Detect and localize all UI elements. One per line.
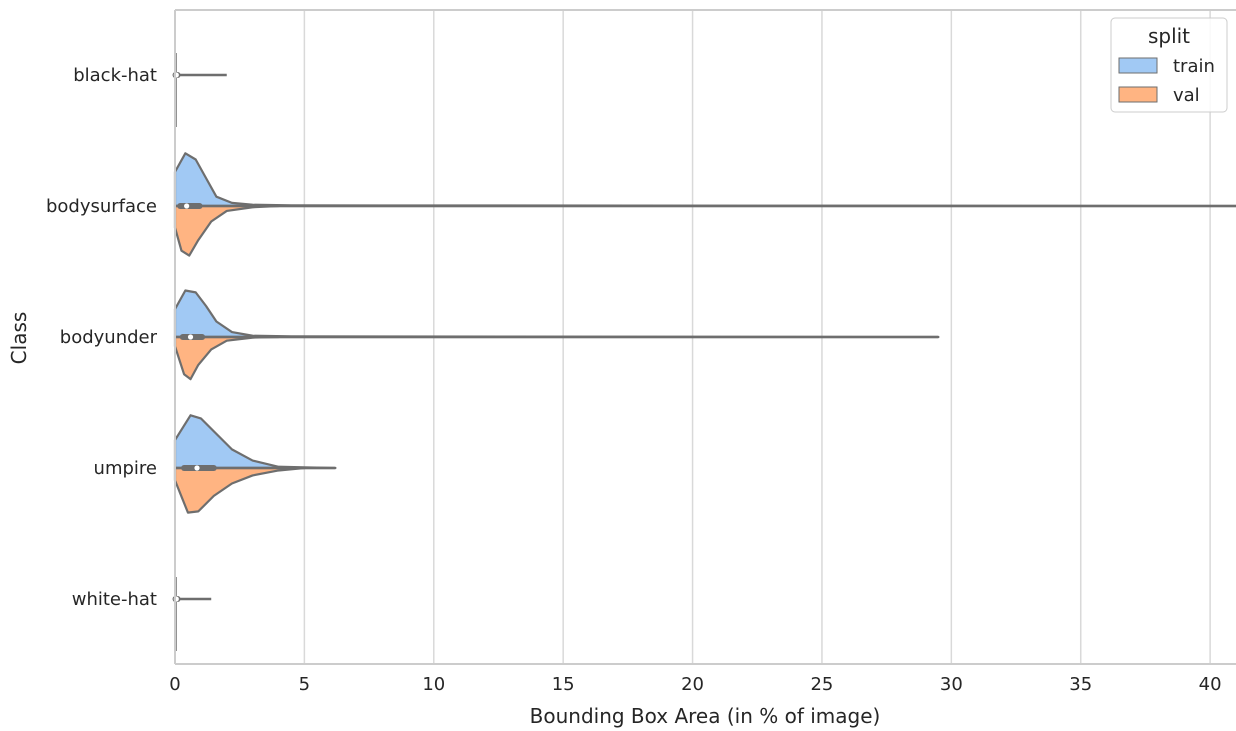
x-tick-label-10: 10 <box>422 674 445 695</box>
x-tick-label-15: 15 <box>552 674 575 695</box>
violin-val-bodysurface <box>173 204 280 257</box>
median-marker-bodyunder <box>187 334 194 340</box>
legend-swatch-val <box>1118 86 1158 103</box>
median-marker-bodysurface <box>184 203 190 209</box>
violin-layer <box>172 53 1236 651</box>
x-tick-label-25: 25 <box>810 674 833 695</box>
x-tick-label-20: 20 <box>681 674 704 695</box>
x-tick-label-35: 35 <box>1069 674 1092 695</box>
legend-label-val: val <box>1173 85 1200 106</box>
legend-title: split <box>1148 24 1190 48</box>
median-marker-umpire <box>194 465 200 471</box>
violin-train-bodysurface <box>173 152 1236 208</box>
legend-swatch-train <box>1118 57 1158 74</box>
x-tick-label-40: 40 <box>1199 674 1222 695</box>
y-tick-label-bodysurface: bodysurface <box>46 196 157 217</box>
y-tick-label-white-hat: white-hat <box>72 589 157 610</box>
y-tick-label-black-hat: black-hat <box>73 65 157 86</box>
tick-layer: 0 5 10 15 20 25 30 35 40 black-hat bodysurface body… <box>46 65 1222 695</box>
x-tick-label-5: 5 <box>299 674 310 695</box>
axes-layer <box>174 9 1236 665</box>
x-axis-title: Bounding Box Area (in % of image) <box>530 704 881 728</box>
violin-val-bodyunder <box>173 335 280 381</box>
legend-label-train: train <box>1173 56 1215 77</box>
y-tick-label-umpire: umpire <box>94 458 157 479</box>
y-axis-title: Class <box>7 312 31 365</box>
violin-train-bodyunder <box>173 289 940 339</box>
y-tick-label-bodyunder: bodyunder <box>60 327 158 348</box>
x-tick-label-0: 0 <box>169 674 180 695</box>
violin-train-umpire <box>173 414 337 470</box>
legend: split train val <box>1110 17 1228 113</box>
x-tick-label-30: 30 <box>940 674 963 695</box>
violin-val-umpire <box>173 466 306 514</box>
